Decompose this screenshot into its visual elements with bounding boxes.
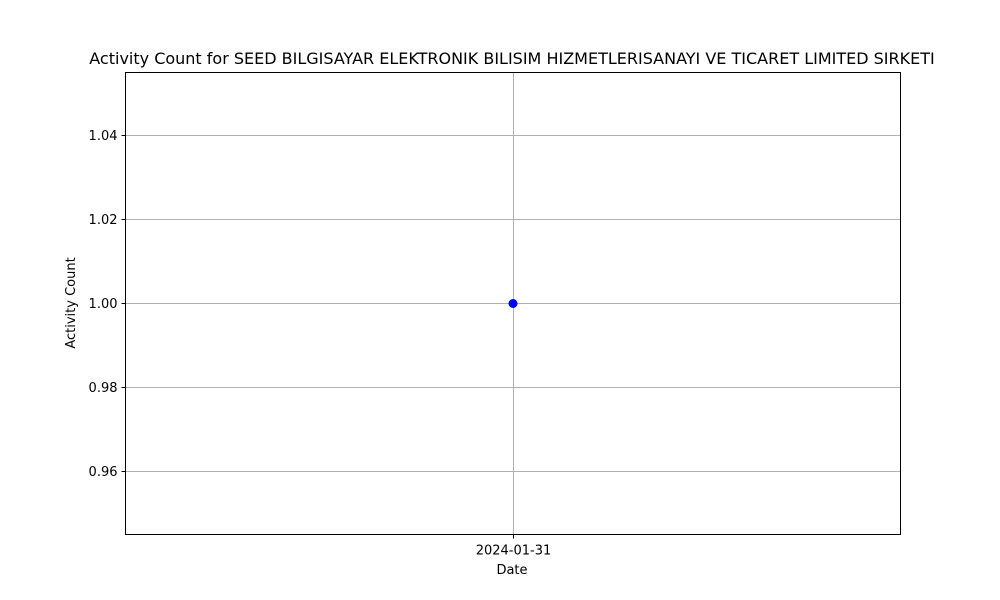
chart-title: Activity Count for SEED BILGISAYAR ELEKT… [89, 49, 934, 68]
data-point [508, 299, 518, 308]
y-tick-label: 1.00 [89, 297, 118, 312]
x-tick-label: 2024-01-31 [476, 544, 552, 559]
ticks: 0.96 0.98 1.00 1.02 1.04 2024-01-31 [89, 129, 552, 559]
x-axis-label: Date [496, 563, 527, 578]
y-axis-label: Activity Count [64, 257, 79, 348]
y-tick-label: 0.98 [89, 381, 118, 396]
y-tick-label: 0.96 [89, 465, 118, 480]
y-tick-label: 1.04 [89, 129, 118, 144]
y-tick-label: 1.02 [89, 213, 118, 228]
series-layer [508, 299, 518, 308]
